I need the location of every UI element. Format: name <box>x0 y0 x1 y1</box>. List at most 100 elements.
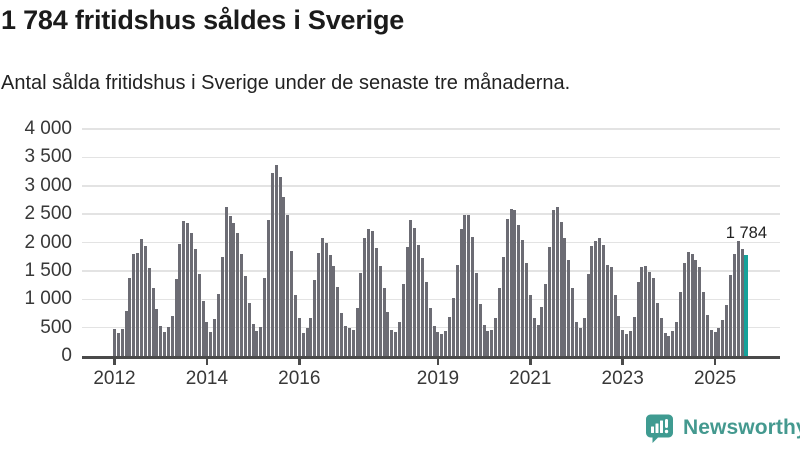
bar <box>247 302 251 356</box>
newsworthy-logo: Newsworthy <box>644 412 800 444</box>
bar <box>301 333 305 356</box>
bar <box>351 329 355 356</box>
bar <box>640 266 644 356</box>
bar <box>690 254 694 356</box>
bar <box>509 208 513 356</box>
bar <box>528 294 532 356</box>
bar <box>694 260 698 356</box>
bar <box>594 241 598 356</box>
bar <box>432 326 436 356</box>
bar <box>544 284 548 356</box>
bar <box>163 332 167 356</box>
bar <box>124 311 128 356</box>
bar-highlighted <box>744 254 749 356</box>
bar <box>428 308 432 356</box>
bar <box>297 318 301 356</box>
y-tick-label: 3 000 <box>24 174 72 196</box>
x-tick-label: 2025 <box>693 368 737 389</box>
bar <box>205 322 209 356</box>
bar <box>482 324 486 356</box>
bar <box>628 331 632 356</box>
bar <box>655 303 659 356</box>
bar <box>571 287 575 356</box>
bar <box>309 317 313 356</box>
bar <box>270 173 274 356</box>
bar <box>255 331 259 356</box>
bar <box>116 332 120 356</box>
bar <box>386 311 390 356</box>
y-tick-label: 4 000 <box>24 118 72 139</box>
bar <box>220 256 224 356</box>
chart-title: 1 784 fritidshus såldes i Sverige <box>1 5 405 35</box>
bar <box>605 264 609 356</box>
bar <box>644 266 648 356</box>
bar <box>621 330 625 356</box>
bar <box>128 277 132 356</box>
bar <box>505 218 509 356</box>
bar <box>555 206 559 356</box>
bar <box>159 325 163 356</box>
bar <box>740 248 744 356</box>
bar <box>232 222 236 356</box>
bar <box>193 249 197 356</box>
bar <box>143 245 147 356</box>
bar <box>474 272 478 356</box>
bar <box>267 219 270 356</box>
bar <box>498 288 501 356</box>
bar <box>320 238 324 356</box>
gridline <box>82 128 780 130</box>
bar <box>524 263 528 356</box>
bar <box>632 316 636 356</box>
bar <box>413 228 417 356</box>
bar <box>663 333 667 356</box>
bar <box>521 240 525 356</box>
gridline <box>82 298 780 300</box>
bar <box>147 267 151 356</box>
x-tick-mark <box>621 358 624 365</box>
bar <box>440 333 444 356</box>
bar <box>601 244 605 356</box>
bar <box>344 326 347 356</box>
bar <box>729 275 732 356</box>
bar <box>548 246 552 356</box>
bar <box>424 281 428 356</box>
bar <box>586 273 590 356</box>
bar <box>263 277 267 356</box>
y-tick-label: 2 500 <box>24 203 72 225</box>
bar <box>671 331 675 356</box>
bar <box>686 251 690 356</box>
bar <box>682 263 686 356</box>
x-tick-mark <box>298 358 301 365</box>
bar <box>598 237 602 356</box>
bar <box>609 266 613 356</box>
x-tick-label: 2019 <box>416 368 460 389</box>
bar <box>486 331 490 356</box>
y-tick-label: 2 000 <box>24 231 72 253</box>
x-tick-label: 2012 <box>93 368 136 389</box>
y-tick-label: 500 <box>40 316 72 338</box>
bar <box>324 243 328 356</box>
bar <box>563 238 567 356</box>
gridline <box>82 241 780 244</box>
x-tick-label: 2021 <box>509 368 552 389</box>
bar <box>394 332 398 356</box>
gridline <box>82 270 780 272</box>
x-tick-label: 2023 <box>601 368 644 389</box>
bar <box>347 328 351 356</box>
bar <box>401 284 405 356</box>
bar <box>675 321 679 356</box>
bar <box>243 276 247 356</box>
bar <box>478 304 482 356</box>
bar <box>582 318 586 356</box>
bar <box>340 313 344 356</box>
bar <box>447 316 451 356</box>
bar <box>409 220 413 356</box>
bar <box>467 215 471 356</box>
bar <box>363 238 367 356</box>
bar <box>648 271 652 356</box>
bar <box>305 328 309 356</box>
bar <box>113 329 116 356</box>
bar <box>721 320 725 356</box>
